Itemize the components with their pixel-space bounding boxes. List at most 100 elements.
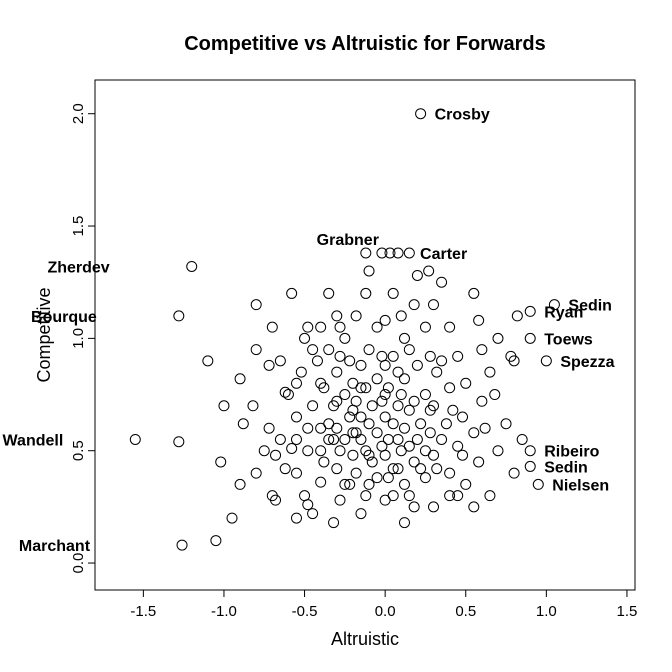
data-point <box>335 446 345 456</box>
data-point <box>383 473 393 483</box>
data-point <box>356 509 366 519</box>
data-point <box>174 437 184 447</box>
data-point <box>445 383 455 393</box>
x-tick-label: 0.5 <box>455 603 476 620</box>
data-point <box>324 419 334 429</box>
data-point <box>425 351 435 361</box>
data-point <box>412 434 422 444</box>
y-tick-label: 0.5 <box>70 440 87 461</box>
data-point-labeled <box>541 356 551 366</box>
data-point <box>377 351 387 361</box>
x-axis-title: Altruistic <box>331 629 399 649</box>
point-label: Toews <box>544 331 593 348</box>
data-point <box>216 457 226 467</box>
data-point <box>316 322 326 332</box>
data-point-labeled <box>525 306 535 316</box>
data-point <box>264 360 274 370</box>
data-point <box>303 423 313 433</box>
data-point <box>308 509 318 519</box>
data-point <box>393 367 403 377</box>
data-point <box>291 412 301 422</box>
data-point <box>303 500 313 510</box>
data-point <box>332 464 342 474</box>
data-point <box>329 518 339 528</box>
data-point <box>291 513 301 523</box>
data-point <box>404 491 414 501</box>
data-point <box>291 468 301 478</box>
data-point <box>280 464 290 474</box>
data-point <box>287 288 297 298</box>
data-point <box>493 446 503 456</box>
point-label: Sedin <box>568 298 612 315</box>
data-point <box>409 502 419 512</box>
data-point <box>383 434 393 444</box>
data-point <box>388 288 398 298</box>
data-point <box>485 367 495 377</box>
x-tick-label: -0.5 <box>292 603 318 620</box>
data-point <box>316 446 326 456</box>
point-label: Spezza <box>560 354 614 371</box>
data-point <box>453 351 463 361</box>
data-point <box>275 434 285 444</box>
data-point <box>480 423 490 433</box>
data-point <box>420 322 430 332</box>
data-point <box>517 434 527 444</box>
data-point <box>332 311 342 321</box>
data-point <box>324 288 334 298</box>
y-tick-label: 1.0 <box>70 328 87 349</box>
data-point <box>396 311 406 321</box>
point-label: Grabner <box>317 232 379 249</box>
data-point <box>474 315 484 325</box>
data-point <box>271 450 281 460</box>
data-point <box>340 390 350 400</box>
scatter-plot: -1.5-1.0-0.50.00.51.01.50.00.51.01.52.0A… <box>0 0 672 672</box>
data-point-labeled <box>361 248 371 258</box>
data-point <box>280 387 290 397</box>
data-point <box>251 468 261 478</box>
data-point <box>300 333 310 343</box>
data-point <box>388 351 398 361</box>
data-point <box>356 360 366 370</box>
data-point <box>345 356 355 366</box>
data-point <box>308 345 318 355</box>
data-point <box>364 419 374 429</box>
data-point <box>409 396 419 406</box>
data-point <box>259 446 269 456</box>
point-label: Bourque <box>31 309 97 326</box>
data-point <box>458 450 468 460</box>
data-point <box>420 390 430 400</box>
data-point <box>361 288 371 298</box>
point-label: Marchant <box>19 538 91 555</box>
data-point <box>399 333 409 343</box>
data-point <box>319 457 329 467</box>
data-point <box>399 423 409 433</box>
data-point <box>409 457 419 467</box>
data-point <box>412 360 422 370</box>
point-label: Carter <box>420 246 467 263</box>
point-label: Crosby <box>435 107 490 124</box>
data-point-labeled <box>533 479 543 489</box>
data-point <box>404 248 414 258</box>
y-tick-label: 0.0 <box>70 553 87 574</box>
data-point <box>251 300 261 310</box>
data-point <box>303 322 313 332</box>
x-tick-label: -1.5 <box>130 603 156 620</box>
data-point <box>437 356 447 366</box>
data-point <box>251 345 261 355</box>
data-point <box>372 428 382 438</box>
data-point <box>461 479 471 489</box>
data-point <box>364 266 374 276</box>
data-point <box>264 423 274 433</box>
data-point <box>461 378 471 388</box>
data-point <box>291 378 301 388</box>
data-point <box>453 441 463 451</box>
data-point-labeled <box>174 311 184 321</box>
data-point <box>303 446 313 456</box>
data-point-labeled <box>187 261 197 271</box>
data-point <box>380 450 390 460</box>
data-point <box>424 266 434 276</box>
data-point <box>348 450 358 460</box>
data-point <box>404 345 414 355</box>
data-point-labeled <box>416 109 426 119</box>
data-point <box>367 401 377 411</box>
